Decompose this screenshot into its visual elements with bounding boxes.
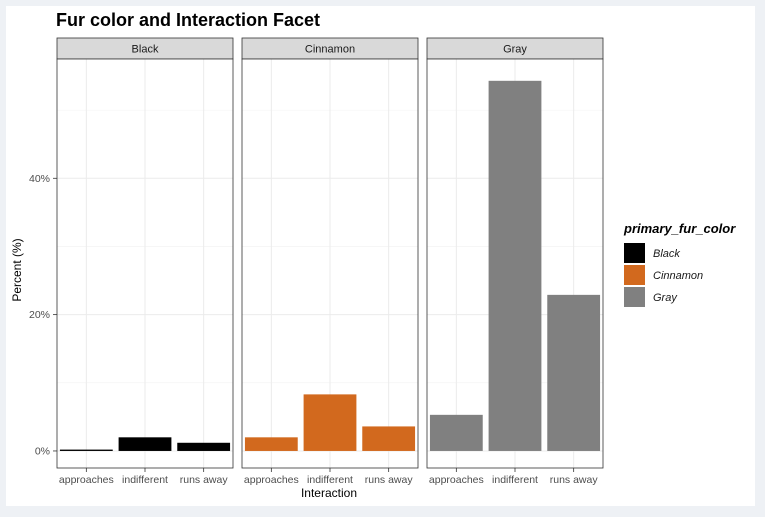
x-tick-label: approaches [429,474,484,486]
facet-strip-label: Black [132,44,159,56]
bar-cinnamon-indifferent [303,394,357,451]
chart-card: Fur color and Interaction Facet Black app… [6,6,755,506]
x-axis-title: Interaction [301,486,357,500]
bar-gray-approaches [429,414,483,451]
x-tick-label: runs away [180,474,229,486]
legend: primary_fur_color Black Cinnamon Gray [623,221,736,307]
bar-black-runs-away [177,442,231,451]
legend-label-cinnamon: Cinnamon [653,270,703,282]
facet-strip-label: Cinnamon [305,44,355,56]
y-tick-label: 0% [35,445,50,457]
legend-swatch-black [624,243,645,263]
legend-swatch-cinnamon [624,265,645,285]
x-tick-label: runs away [365,474,414,486]
x-tick-label: indifferent [492,474,538,486]
bar-gray-runs-away [547,294,601,451]
x-tick-label: approaches [59,474,114,486]
bar-cinnamon-approaches [244,437,298,451]
y-axis: 0% 20% 40% [29,173,57,457]
bar-black-indifferent [118,437,172,451]
x-tick-label: indifferent [122,474,168,486]
legend-swatch-gray [624,287,645,307]
bar-gray-indifferent [488,80,542,451]
x-tick-label: indifferent [307,474,353,486]
y-axis-title: Percent (%) [10,238,24,301]
y-tick-label: 20% [29,309,50,321]
facet-panel-black: Black approaches indifferent runs away [56,37,234,486]
bar-cinnamon-runs-away [362,426,416,451]
x-tick-label: approaches [244,474,299,486]
y-tick-label: 40% [29,173,50,185]
legend-label-black: Black [653,248,680,260]
legend-label-gray: Gray [653,292,678,304]
facet-strip-label: Gray [503,44,527,56]
legend-title: primary_fur_color [623,221,736,236]
chart-title: Fur color and Interaction Facet [56,10,320,30]
facet-panel-cinnamon: Cinnamon approaches indifferent runs away [241,37,419,486]
x-tick-label: runs away [550,474,599,486]
faceted-bar-chart: Fur color and Interaction Facet Black app… [10,10,736,500]
bar-black-approaches [59,449,113,451]
facet-panel-gray: Gray approaches indifferent runs away [426,37,604,486]
